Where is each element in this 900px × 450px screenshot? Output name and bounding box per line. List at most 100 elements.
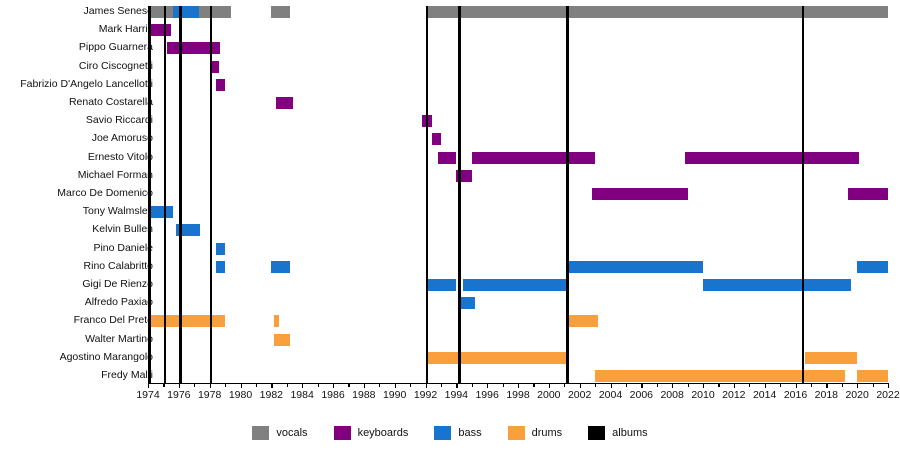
x-tick-label: 1980 [228,389,253,401]
x-tick [271,383,273,388]
bar-keyboards [437,151,457,164]
x-tick [194,383,196,387]
bar-keyboards [847,188,888,200]
x-tick [255,383,258,387]
row-label-mark-harris: Mark Harris [98,23,153,36]
album-line [163,6,167,383]
bar-bass [567,260,703,273]
x-tick-label: 2000 [537,389,561,401]
bar-keyboards [148,24,172,37]
legend-item-drums[interactable]: drums [507,426,563,440]
bar-vocals [271,6,290,18]
bar-drums [274,333,290,346]
x-tick [548,383,551,388]
row-label-franco-del-prete: Franco Del Prete [73,314,153,327]
bar-bass [703,279,851,291]
bar-keyboards [211,60,219,73]
legend-item-albums[interactable]: albums [588,426,648,440]
row-label-ernesto-vitolo: Ernesto Vitolo [87,150,153,163]
x-tick [379,383,381,387]
x-tick-label: 1986 [321,389,345,401]
legend-label: albums [612,427,648,439]
bar-bass [459,297,475,310]
x-tick [610,383,612,388]
x-tick [425,383,427,388]
x-tick-label: 1990 [382,389,407,401]
x-tick [302,383,304,388]
x-tick [749,383,751,387]
x-tick [780,383,782,387]
x-tick [148,383,150,388]
x-tick [872,383,874,387]
bar-drums [804,351,858,364]
legend-swatch-icon [252,426,270,440]
bar-bass [215,260,226,273]
x-tick [333,383,335,388]
legend-item-keyboards[interactable]: keyboards [333,426,409,440]
bar-drums [567,315,599,328]
x-tick [687,383,689,387]
legend-item-vocals[interactable]: vocals [252,426,308,440]
row-label-rino-calabritto: Rino Calabritto [83,259,153,272]
x-tick [440,383,443,387]
x-tick [625,383,628,387]
row-label-pino-daniele: Pino Daniele [93,241,153,254]
legend-swatch-icon [434,426,452,440]
x-tick [718,383,720,387]
row-label-agostino-marangolo: Agostino Marangolo [59,350,153,363]
legend-label: keyboards [357,427,409,439]
bar-bass [271,260,290,273]
x-tick [733,383,736,388]
x-tick [502,383,504,387]
legend-label: vocals [276,427,308,439]
bar-keyboards [592,188,688,200]
album-line [458,6,461,383]
legend-label: drums [531,427,563,439]
x-tick [471,383,473,387]
row-label-tony-walmsley: Tony Walmsley [82,205,153,218]
row-label-savio-riccardi: Savio Riccardi [85,114,153,127]
legend-swatch-icon [333,426,351,440]
x-tick-label: 1976 [167,389,191,401]
x-tick [841,383,843,387]
x-tick [826,383,828,388]
x-tick-label: 2004 [598,389,623,401]
album-line [802,6,805,383]
legend-swatch-icon [588,426,606,440]
x-tick [595,383,597,387]
x-tick [672,383,674,388]
x-tick-label: 1978 [197,389,222,401]
row-label-gigi-de-rienzo: Gigi De Rienzo [82,278,153,290]
x-tick-label: 1992 [413,389,438,401]
x-tick [317,383,319,387]
bar-keyboards [431,133,441,146]
bar-drums [857,370,888,382]
bar-bass [857,260,888,273]
x-tick-label: 1998 [506,389,530,401]
album-line [210,6,213,383]
album-line [179,6,182,383]
x-tick [518,383,520,388]
row-label-joe-amoruso: Joe Amoruso [91,132,153,145]
x-tick-label: 1994 [444,389,468,401]
bar-keyboards [684,151,859,164]
x-tick [240,383,242,388]
x-tick-label: 2008 [660,389,684,401]
x-tick [795,383,797,388]
bar-bass [462,279,568,291]
x-tick [410,383,412,387]
x-tick [888,383,890,388]
album-line [425,6,429,383]
row-label-kelvin-bullen: Kelvin Bullen [92,223,153,236]
legend-item-bass[interactable]: bass [434,426,482,440]
row-label-ciro-ciscognetti: Ciro Ciscognetti [78,59,153,72]
x-tick [533,383,535,387]
x-tick [857,383,859,388]
row-label-renato-costarella: Renato Costarella [68,96,153,108]
bar-bass [175,224,201,237]
x-tick [564,383,566,387]
bar-bass [425,279,457,291]
chart-legend: vocals keyboards bass drums albums [0,422,900,444]
